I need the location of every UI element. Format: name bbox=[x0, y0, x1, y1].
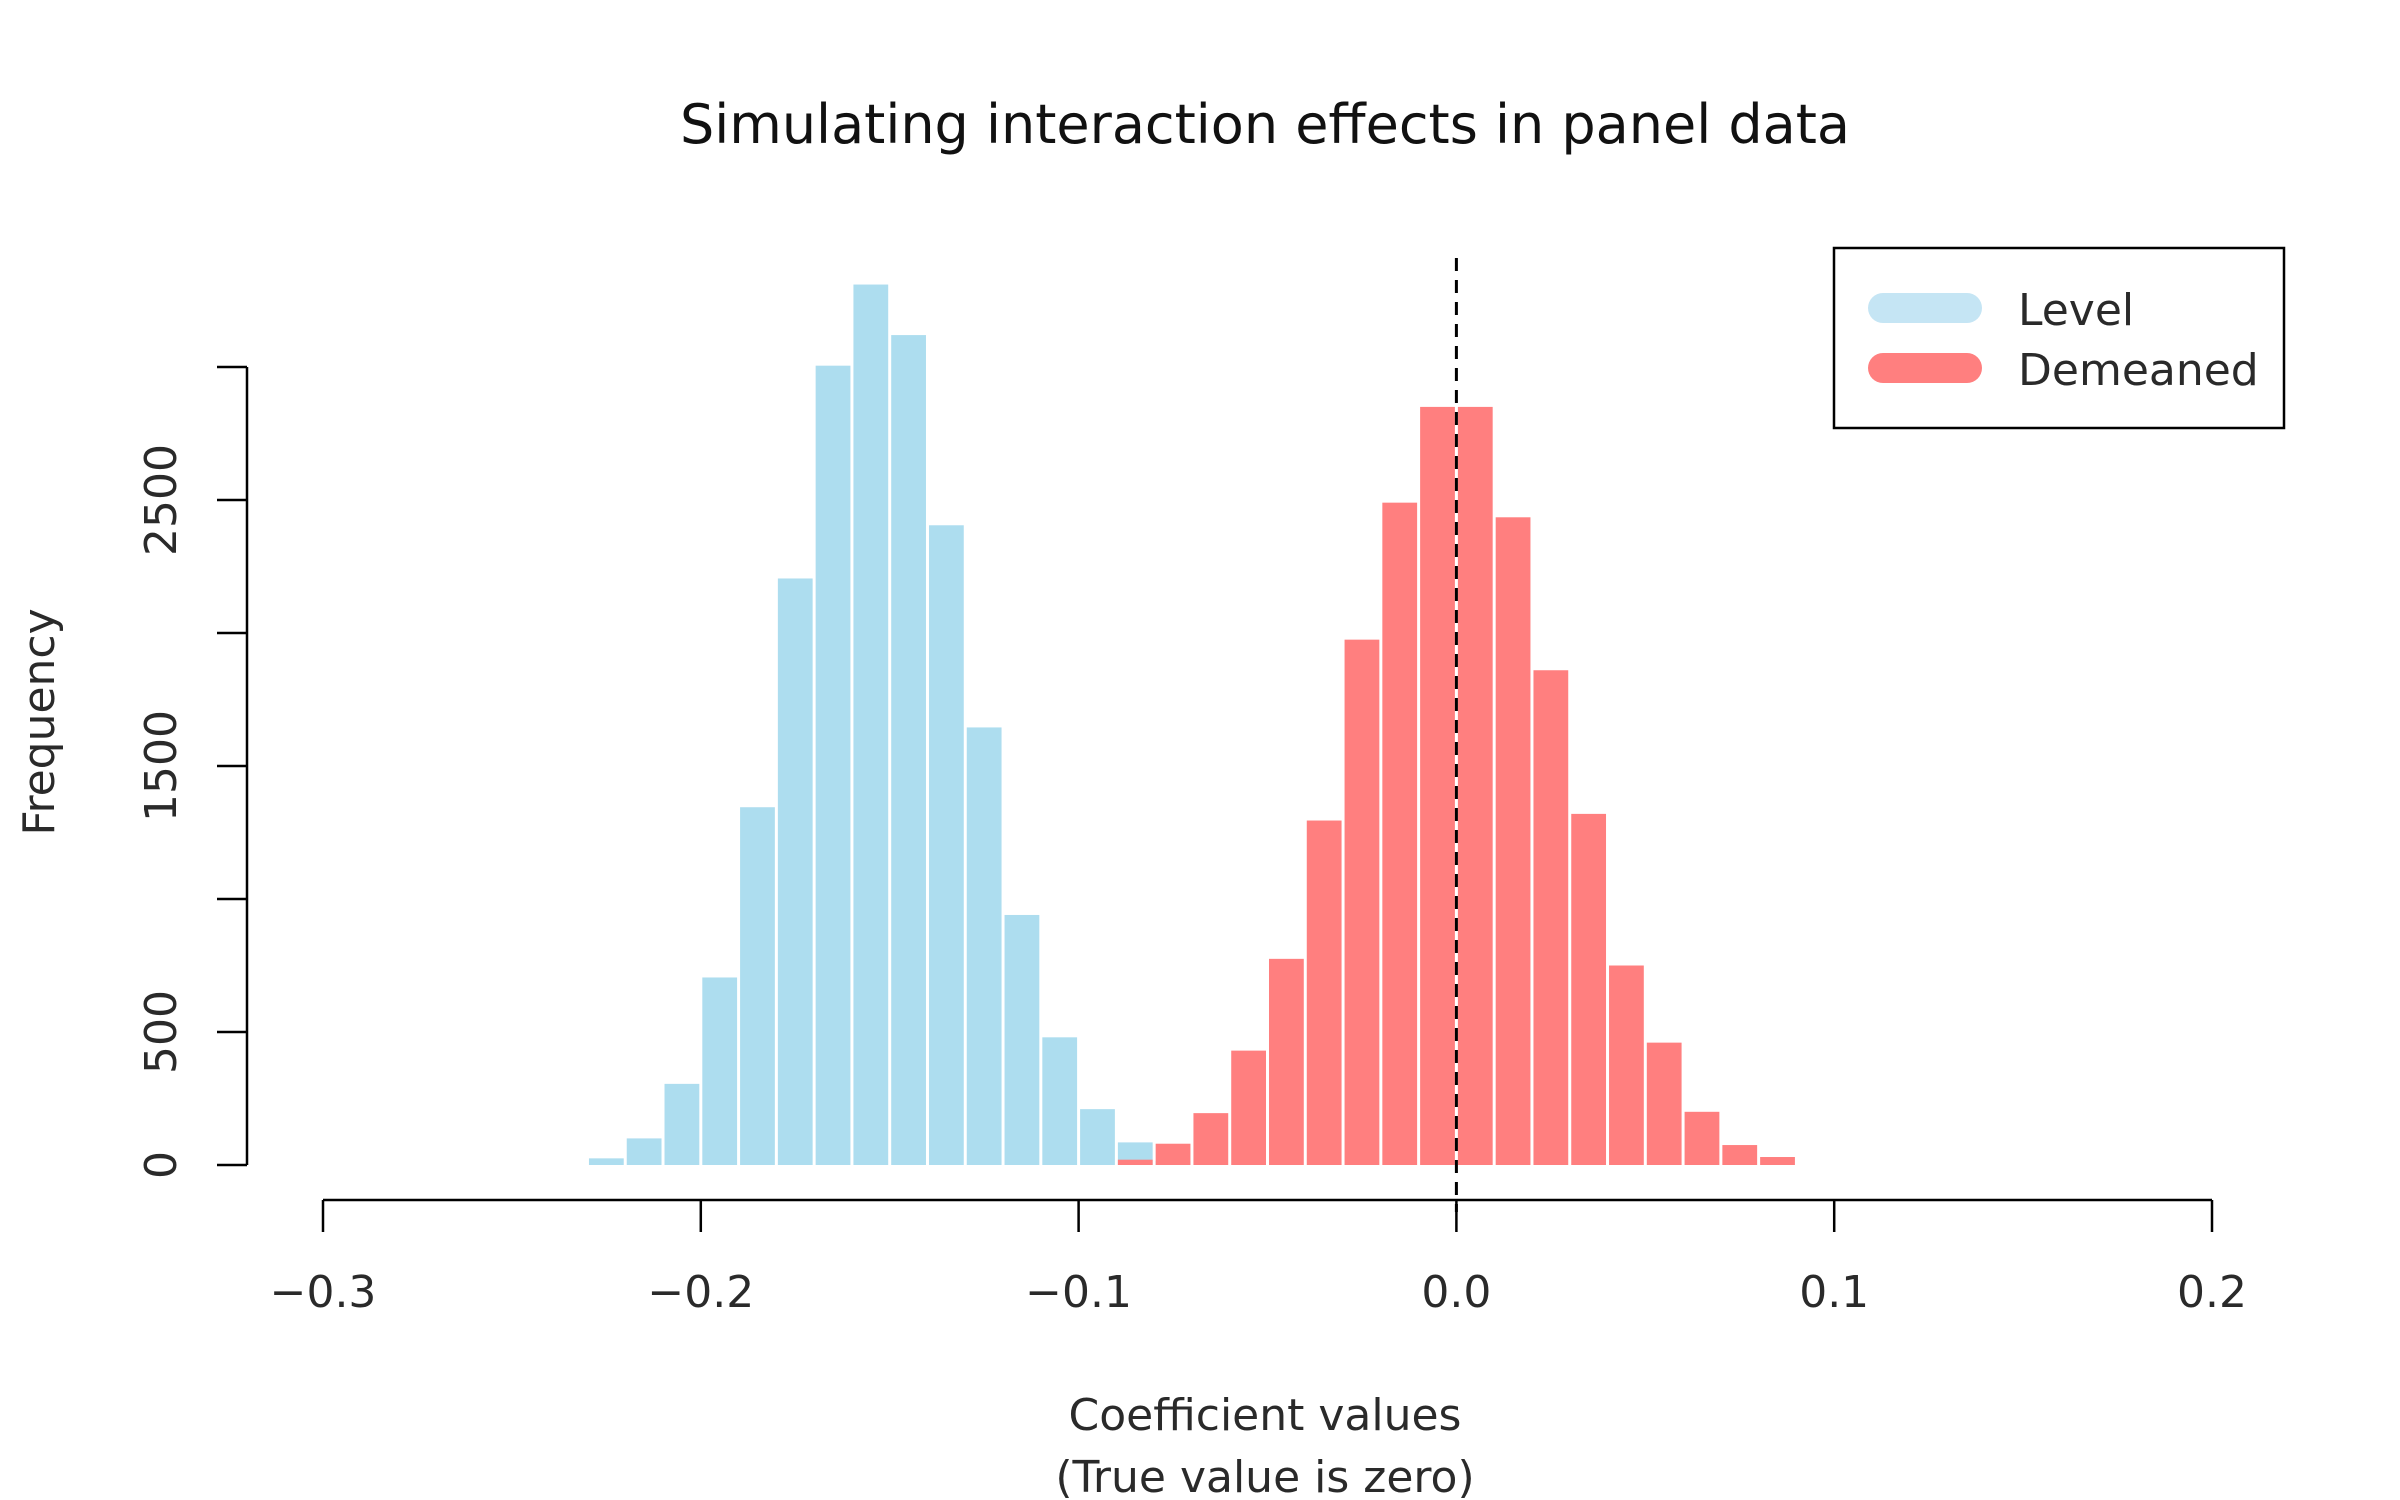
y-tick-label-500: 500 bbox=[136, 990, 187, 1074]
bar-demeaned-0 bbox=[1117, 1159, 1153, 1165]
x-axis-label-note: (True value is zero) bbox=[1055, 1452, 1474, 1500]
y-tick-label-1500: 1500 bbox=[136, 710, 187, 822]
bar-level-4 bbox=[740, 807, 775, 1165]
x-tick-label-0: −0.3 bbox=[270, 1267, 377, 1318]
bar-level-8 bbox=[891, 335, 926, 1166]
legend: Level Demeaned bbox=[1832, 246, 2286, 430]
chart-title: Simulating interaction effects in panel … bbox=[680, 93, 1850, 156]
x-tick-label-4: 0.1 bbox=[1799, 1267, 1869, 1318]
x-axis-label: Coefficient values bbox=[1069, 1390, 1462, 1441]
bar-demeaned-3 bbox=[1231, 1050, 1266, 1165]
bar-demeaned-12 bbox=[1571, 813, 1607, 1165]
bar-level-14 bbox=[1117, 1142, 1153, 1165]
y-tick-label-2500: 2500 bbox=[136, 444, 187, 556]
bar-level-13 bbox=[1080, 1109, 1115, 1165]
bar-demeaned-10 bbox=[1495, 517, 1531, 1165]
x-tick-label-1: −0.2 bbox=[647, 1267, 754, 1318]
bar-demeaned-14 bbox=[1646, 1042, 1682, 1165]
legend-box bbox=[1832, 246, 2286, 430]
bar-level-12 bbox=[1042, 1037, 1078, 1165]
bar-demeaned-11 bbox=[1533, 670, 1569, 1165]
bar-level-1 bbox=[626, 1138, 662, 1165]
x-tick-label-2: −0.1 bbox=[1025, 1267, 1132, 1318]
bar-demeaned-16 bbox=[1722, 1145, 1758, 1165]
y-tick-label-0: 0 bbox=[136, 1151, 187, 1179]
x-axis: −0.3 −0.2 −0.1 0.0 0.1 0.2 bbox=[270, 1198, 2247, 1318]
bar-demeaned-5 bbox=[1306, 820, 1342, 1165]
series-level-bars bbox=[588, 284, 1191, 1166]
bar-level-2 bbox=[664, 1083, 700, 1165]
bar-demeaned-6 bbox=[1344, 639, 1380, 1165]
x-tick-label-5: 0.2 bbox=[2177, 1267, 2247, 1318]
bar-demeaned-9 bbox=[1457, 406, 1493, 1165]
bar-level-0 bbox=[588, 1158, 624, 1165]
bar-demeaned-15 bbox=[1684, 1111, 1720, 1165]
bar-level-7 bbox=[853, 284, 889, 1165]
bar-demeaned-17 bbox=[1760, 1157, 1795, 1165]
bar-level-11 bbox=[1004, 914, 1040, 1165]
bar-level-10 bbox=[966, 727, 1002, 1165]
bar-level-5 bbox=[777, 578, 813, 1165]
bar-demeaned-13 bbox=[1609, 965, 1644, 1165]
bar-level-9 bbox=[928, 525, 964, 1165]
y-axis: 0 500 1500 2500 bbox=[136, 365, 249, 1179]
bar-level-3 bbox=[702, 977, 738, 1165]
series-demeaned-bars bbox=[1117, 406, 1795, 1165]
legend-label-demeaned: Demeaned bbox=[2018, 345, 2259, 396]
x-tick-label-3: 0.0 bbox=[1421, 1267, 1491, 1318]
bar-demeaned-4 bbox=[1269, 958, 1304, 1165]
bar-demeaned-7 bbox=[1382, 502, 1418, 1165]
legend-label-level: Level bbox=[2018, 285, 2134, 336]
y-axis-label: Frequency bbox=[14, 608, 65, 835]
bar-demeaned-2 bbox=[1193, 1113, 1229, 1165]
bar-level-6 bbox=[815, 365, 851, 1165]
bar-demeaned-1 bbox=[1155, 1143, 1191, 1165]
bar-demeaned-8 bbox=[1420, 406, 1455, 1165]
